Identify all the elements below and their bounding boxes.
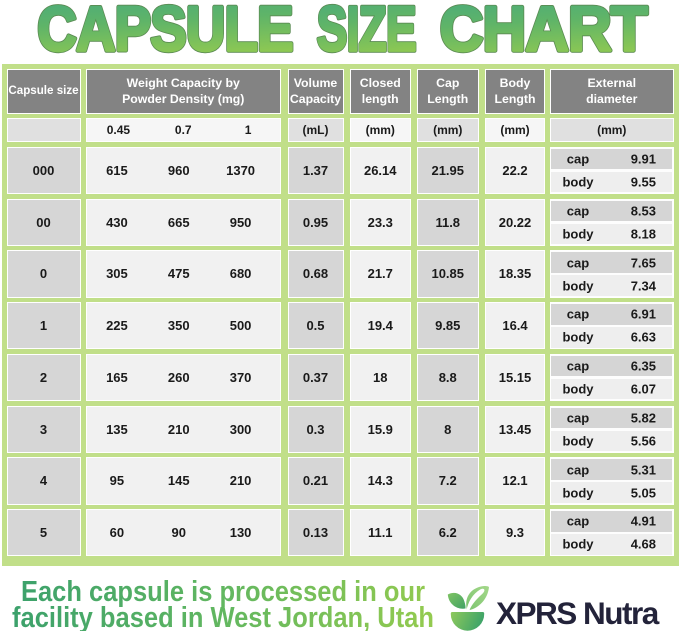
svg-text:CHART: CHART bbox=[440, 0, 648, 62]
svg-text:CAPSULE: CAPSULE bbox=[37, 0, 292, 62]
svg-text:SIZE: SIZE bbox=[317, 0, 416, 62]
svg-text:CHART: CHART bbox=[440, 0, 648, 62]
svg-text:SIZE: SIZE bbox=[317, 0, 416, 62]
svg-text:CAPSULE: CAPSULE bbox=[37, 0, 292, 62]
